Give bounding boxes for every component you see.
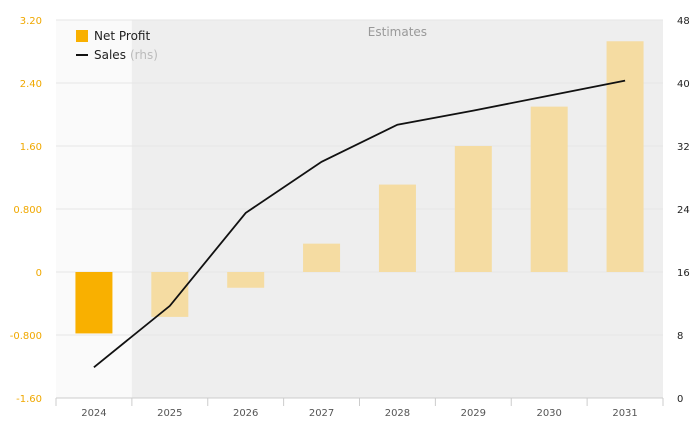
left-tick-label: 3.20	[20, 16, 42, 27]
estimates-label: Estimates	[368, 25, 427, 39]
net-profit-bars	[75, 41, 644, 334]
left-tick-label: 0	[36, 268, 42, 279]
right-axis-ticks: 48 40 32 24 16 8 0	[677, 16, 690, 405]
legend: Net Profit Sales (rhs)	[76, 29, 158, 62]
right-tick-label: 40	[677, 79, 690, 90]
right-tick-label: 16	[677, 268, 690, 279]
bar-net-profit-2029	[454, 146, 492, 272]
right-tick-label: 0	[677, 394, 683, 405]
left-tick-label: -1.60	[16, 394, 42, 405]
x-tick-label: 2031	[612, 408, 637, 419]
x-axis-ticks: 2024 2025 2026 2027 2028 2029 2030 2031	[55, 398, 664, 419]
right-tick-label: 32	[677, 142, 690, 153]
left-tick-label: 0.800	[13, 205, 42, 216]
x-tick-label: 2027	[309, 408, 334, 419]
x-tick-label: 2029	[461, 408, 486, 419]
bar-net-profit-2028	[378, 184, 416, 272]
x-tick-label: 2024	[81, 408, 106, 419]
sales-line	[93, 79, 626, 368]
x-tick-label: 2026	[233, 408, 258, 419]
legend-sales-name: Sales	[94, 48, 126, 62]
legend-sales-label: Sales (rhs)	[94, 48, 158, 62]
legend-net-profit-label: Net Profit	[94, 29, 150, 43]
bar-net-profit-2024	[75, 272, 113, 334]
bar-net-profit-2027	[303, 243, 341, 272]
x-tick-label: 2025	[157, 408, 182, 419]
bar-net-profit-2025	[151, 272, 189, 317]
bar-net-profit-2026	[227, 272, 265, 288]
left-tick-label: 2.40	[20, 79, 42, 90]
left-tick-label: -0.800	[10, 331, 42, 342]
bar-net-profit-2031	[606, 41, 644, 273]
right-tick-label: 48	[677, 16, 690, 27]
x-tick-label: 2028	[385, 408, 410, 419]
bar-net-profit-2030	[530, 106, 568, 272]
x-tick-label: 2030	[536, 408, 561, 419]
left-axis-ticks: 3.20 2.40 1.60 0.800 0 -0.800 -1.60	[10, 16, 42, 405]
legend-net-profit-swatch	[76, 30, 88, 42]
left-tick-label: 1.60	[20, 142, 42, 153]
legend-sales-note: (rhs)	[130, 48, 158, 62]
right-tick-label: 24	[677, 205, 690, 216]
right-tick-label: 8	[677, 331, 683, 342]
